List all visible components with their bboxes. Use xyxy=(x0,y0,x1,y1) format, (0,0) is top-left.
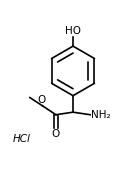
Text: NH₂: NH₂ xyxy=(91,110,110,120)
Text: O: O xyxy=(38,95,46,105)
Text: HO: HO xyxy=(65,26,81,36)
Text: HCl: HCl xyxy=(13,134,31,144)
Text: O: O xyxy=(52,129,60,139)
